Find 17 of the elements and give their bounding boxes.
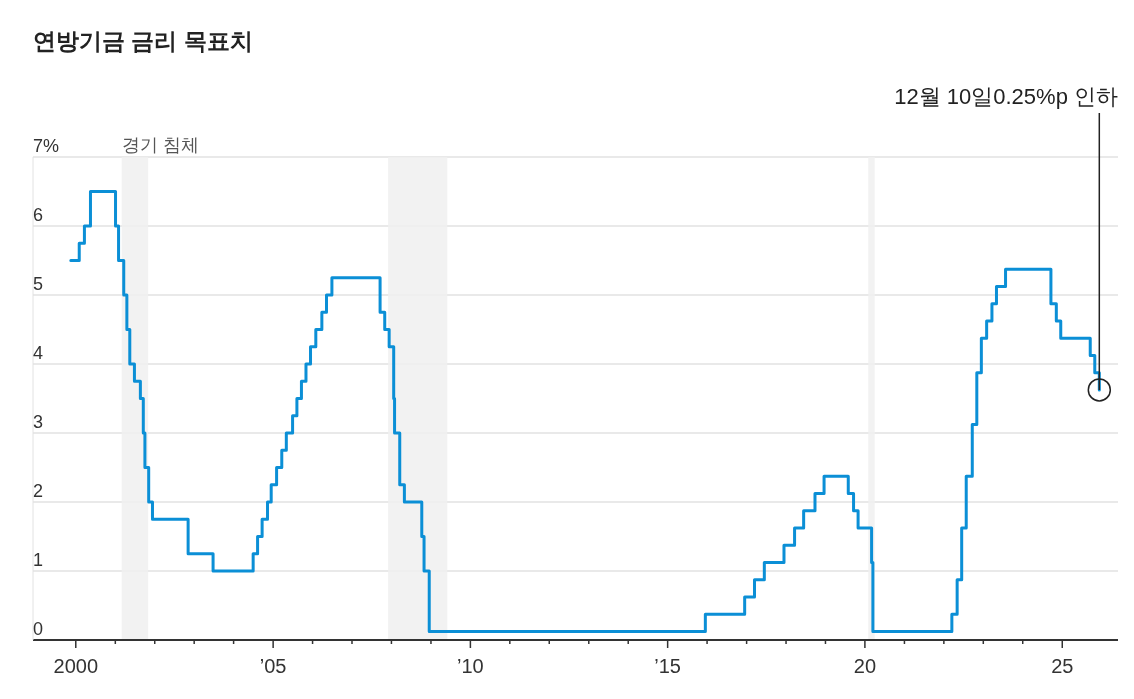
x-tick-label: 2000 [53, 655, 99, 677]
y-tick-label: 0 [33, 619, 44, 639]
y-tick-label: 5 [33, 274, 44, 294]
annotation: 12월 10일0.25%p 인하 [894, 83, 1118, 111]
y-tick-label: 1 [33, 550, 44, 570]
y-tick-label: 7% [33, 136, 60, 156]
y-tick-label: 6 [33, 205, 44, 225]
band-label: 경기 침체 [121, 135, 199, 155]
x-tick-label: ’05 [259, 655, 287, 677]
y-tick-label: 4 [33, 343, 44, 363]
y-tick-label: 3 [33, 412, 44, 432]
y-tick-label: 2 [33, 481, 44, 501]
x-tick-label: ’10 [457, 655, 484, 677]
x-tick-label: ’15 [654, 655, 681, 677]
x-tick-label: 20 [853, 655, 877, 677]
x-tick-label: 25 [1051, 655, 1074, 677]
chart-title: 연방기금 금리 목표치 [33, 27, 253, 56]
